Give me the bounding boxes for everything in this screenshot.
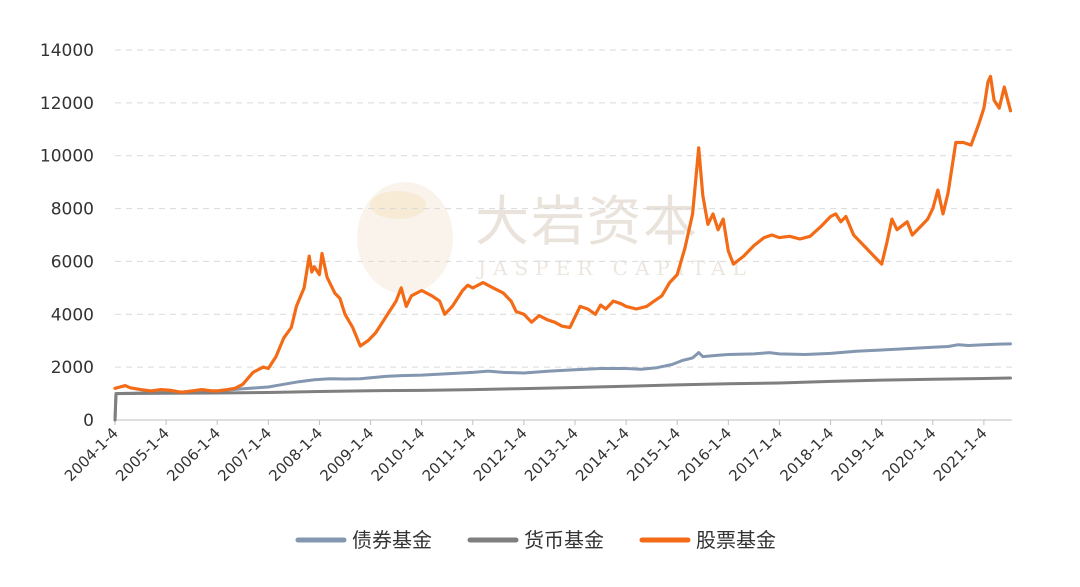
x-tick-label: 2019-1-4 — [828, 424, 889, 485]
series-line-money-fund — [113, 376, 1012, 422]
watermark-logo-highlight — [370, 191, 426, 219]
x-tick-label: 2010-1-4 — [368, 424, 429, 485]
x-tick-label: 2015-1-4 — [623, 424, 684, 485]
x-tick-label: 2008-1-4 — [265, 424, 326, 485]
x-tick-label: 2017-1-4 — [725, 424, 786, 485]
watermark: 大岩资本 JASPER CAPITAL — [357, 182, 753, 294]
x-tick-label: 2011-1-4 — [419, 424, 480, 485]
x-tick-label: 2020-1-4 — [879, 424, 940, 485]
legend-label: 债券基金 — [352, 528, 432, 552]
x-tick-label: 2013-1-4 — [521, 424, 582, 485]
watermark-cn-text: 大岩资本 — [475, 190, 699, 253]
y-tick-label: 2000 — [51, 358, 94, 378]
legend: 债券基金 货币基金 股票基金 — [295, 528, 776, 552]
x-axis-ticks: 2004-1-42005-1-42006-1-42007-1-42008-1-4… — [61, 420, 991, 485]
legend-label: 货币基金 — [524, 528, 604, 552]
x-tick-label: 2004-1-4 — [61, 424, 122, 485]
gridlines — [115, 49, 1012, 421]
y-tick-label: 0 — [83, 411, 94, 431]
x-tick-label: 2007-1-4 — [214, 424, 275, 485]
watermark-en-text: JASPER CAPITAL — [476, 256, 753, 280]
y-tick-label: 12000 — [40, 94, 94, 114]
y-tick-label: 10000 — [40, 147, 94, 167]
x-tick-label: 2018-1-4 — [777, 424, 838, 485]
series-line-stock-fund — [113, 74, 1013, 394]
x-tick-label: 2021-1-4 — [930, 424, 991, 485]
series-layer — [113, 74, 1013, 422]
x-tick-label: 2009-1-4 — [317, 424, 378, 485]
y-axis-ticks: 0 2000 4000 6000 8000 10000 12000 14000 — [40, 41, 94, 431]
series-line-bond-fund — [113, 342, 1012, 422]
x-tick-label: 2016-1-4 — [674, 424, 735, 485]
x-tick-label: 2012-1-4 — [470, 424, 531, 485]
x-tick-label: 2005-1-4 — [112, 424, 173, 485]
x-tick-label: 2006-1-4 — [163, 424, 224, 485]
x-tick-label: 2014-1-4 — [572, 424, 633, 485]
y-tick-label: 8000 — [51, 200, 94, 220]
legend-label: 股票基金 — [696, 528, 776, 552]
y-tick-label: 4000 — [51, 305, 94, 325]
y-tick-label: 14000 — [40, 41, 94, 61]
y-tick-label: 6000 — [51, 252, 94, 272]
